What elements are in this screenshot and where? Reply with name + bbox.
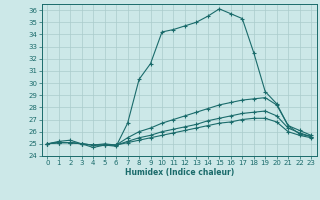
X-axis label: Humidex (Indice chaleur): Humidex (Indice chaleur) xyxy=(124,168,234,177)
